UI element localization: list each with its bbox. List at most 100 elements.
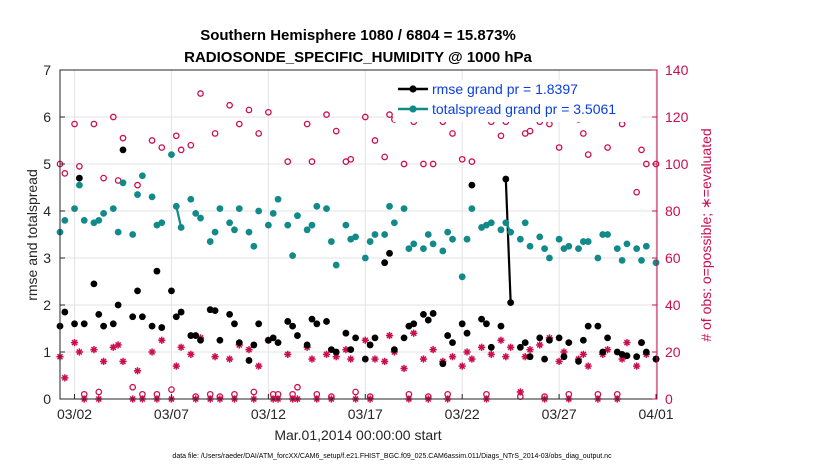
legend: rmse grand pr = 1.8397 totalspread grand… (393, 80, 641, 122)
rmse-point (439, 360, 447, 368)
spread-point (410, 240, 418, 248)
obs-evaluated-point (308, 355, 316, 363)
rmse-point (284, 318, 292, 325)
obs-possible-point (109, 113, 117, 121)
obs-possible-point (584, 151, 592, 158)
obs-possible-point (386, 111, 393, 119)
spread-point (177, 224, 185, 231)
obs-possible-point (119, 134, 127, 142)
rmse-segment (504, 178, 512, 303)
rmse-point (463, 329, 471, 337)
rmse-point (250, 341, 258, 349)
rmse-point (386, 249, 393, 257)
obs-possible-point (546, 120, 553, 128)
obs-possible-point (61, 170, 69, 177)
obs-evaluated-point (226, 355, 234, 363)
obs-evaluated-point (633, 362, 641, 370)
obs-evaluated-point (507, 343, 515, 351)
obs-possible-point (265, 108, 272, 116)
rmse-point (294, 332, 301, 339)
obs-possible-point (235, 120, 243, 128)
rmse-point (71, 320, 78, 328)
spread-point (327, 238, 335, 245)
spread-point (226, 219, 234, 227)
rmse-point (347, 346, 355, 354)
y-axis-right-label: # of obs: o=possible; ∗=evaluated (698, 128, 714, 341)
y-tick-label: 0 (43, 391, 51, 407)
spread-point (366, 238, 374, 245)
y-right-tick-label: 100 (665, 156, 689, 172)
obs-possible-point (618, 120, 626, 128)
rmse-point (449, 339, 456, 346)
spread-point (269, 209, 277, 217)
obs-possible-point (347, 155, 355, 163)
chart-subtitle: RADIOSONDE_SPECIFIC_HUMIDITY @ 1000 hPa (184, 49, 532, 66)
rmse-point (638, 339, 645, 346)
rmse-point (158, 324, 166, 331)
obs-evaluated-point (245, 346, 253, 354)
obs-evaluated-point (75, 348, 83, 356)
y-axis-right: 0 20 40 60 80 100 120 140 (652, 62, 689, 407)
spread-point (172, 202, 180, 210)
obs-evaluated-point (448, 353, 457, 361)
y-tick-label: 1 (43, 344, 51, 360)
obs-possible-point (172, 132, 180, 140)
rmse-point (468, 181, 476, 189)
legend-spread-marker (409, 105, 417, 113)
y-right-tick-label: 120 (665, 109, 689, 125)
y-tick-label: 7 (43, 62, 51, 78)
rmse-point (521, 339, 529, 346)
y-tick-label: 4 (43, 203, 51, 219)
rmse-point (560, 353, 568, 361)
obs-possible-point (284, 158, 292, 165)
spread-point (458, 273, 466, 281)
obs-evaluated-point (347, 355, 355, 363)
spread-point (584, 238, 592, 245)
spread-point (245, 228, 253, 236)
spread-point (468, 205, 476, 213)
spread-point (546, 254, 553, 262)
obs-possible-point (497, 132, 505, 140)
spread-point (114, 228, 122, 236)
rmse-point (361, 355, 369, 363)
y-right-tick-label: 80 (665, 203, 681, 219)
x-tick-label: 03/22 (445, 406, 480, 422)
obs-evaluated-point (61, 374, 69, 382)
obs-evaluated-point (385, 331, 394, 340)
spread-point (192, 209, 200, 217)
spread-point (289, 252, 296, 260)
rmse-point (342, 329, 350, 337)
obs-evaluated-point (400, 364, 408, 373)
x-tick-label: 03/17 (348, 406, 383, 422)
obs-evaluated-point (536, 341, 544, 349)
rmse-point (255, 320, 263, 328)
rmse-point (134, 287, 141, 295)
obs-possible-point (226, 101, 233, 109)
spread-point (565, 242, 573, 250)
spread-point (211, 228, 219, 236)
y-tick-label: 3 (43, 250, 51, 266)
obs-evaluated-point (516, 388, 524, 396)
rmse-point (119, 146, 127, 154)
obs-possible-point (148, 137, 156, 144)
obs-evaluated-point (381, 357, 389, 365)
rmse-point (153, 267, 161, 275)
spread-point (405, 245, 413, 253)
rmse-point (197, 336, 204, 344)
obs-evaluated-point (133, 367, 142, 375)
obs-evaluated-point (487, 350, 495, 358)
rmse-point (565, 339, 573, 346)
rmse-point (652, 355, 660, 363)
obs-evaluated-point (468, 355, 476, 363)
spread-point (129, 231, 137, 238)
y-tick-label: 6 (43, 109, 51, 125)
rmse-point (599, 348, 607, 356)
rmse-point (308, 315, 316, 323)
legend-rmse-marker (409, 85, 417, 93)
spread-point (618, 256, 626, 264)
spread-point (386, 202, 393, 210)
spread-point (502, 219, 510, 227)
obs-evaluated-point (429, 346, 437, 354)
spread-point (424, 231, 432, 238)
spread-point (168, 151, 175, 159)
